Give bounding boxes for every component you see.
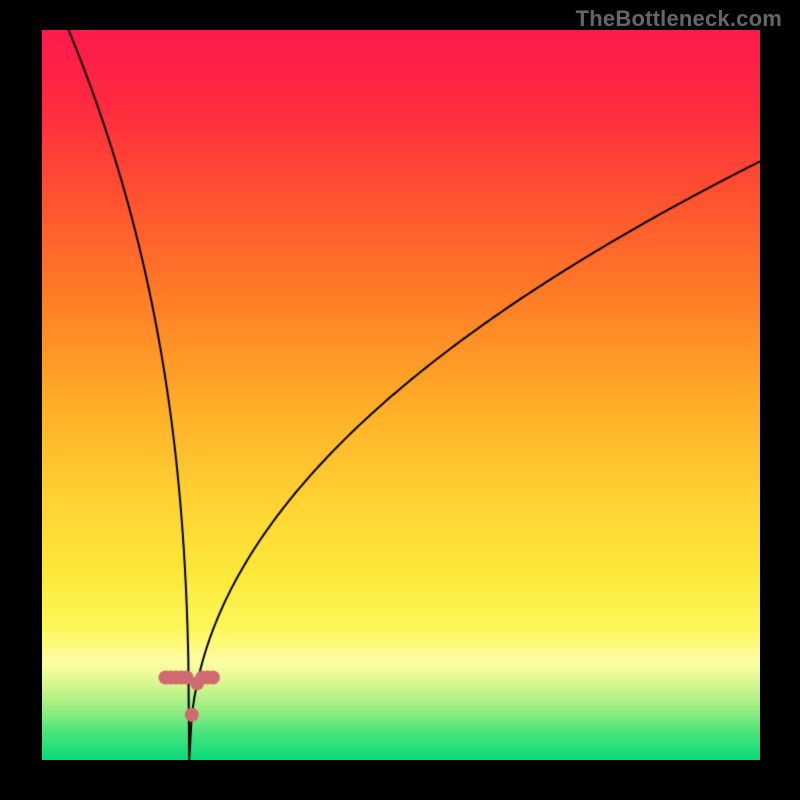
chart-container: TheBottleneck.com (0, 0, 800, 800)
bottleneck-curve-canvas (42, 30, 760, 760)
watermark-text: TheBottleneck.com (576, 6, 782, 32)
plot-area (42, 30, 760, 760)
